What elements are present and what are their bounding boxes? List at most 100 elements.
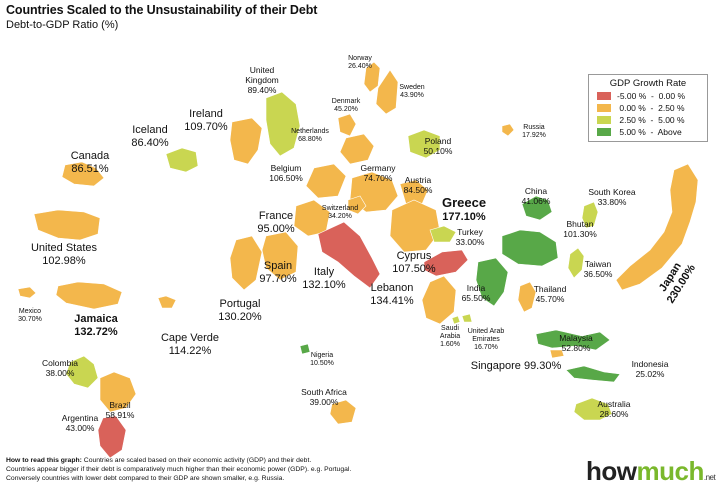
note-line: Countries appear bigger if their debt is… <box>6 465 352 473</box>
country-debt-ratio: 30.70% <box>18 316 42 324</box>
country-debt-ratio: 74.70% <box>363 172 393 183</box>
country-debt-ratio: 43.90% <box>400 92 424 100</box>
country-shape-thailand[interactable] <box>517 281 537 313</box>
country-name: Canada <box>70 150 110 162</box>
country-label-poland: Poland 50.10% <box>423 136 453 157</box>
country-shape-bhutan[interactable] <box>501 229 559 267</box>
country-debt-ratio: 109.70% <box>184 120 228 133</box>
country-debt-ratio: 26.40% <box>348 63 372 71</box>
country-shape-brazil[interactable] <box>99 371 137 413</box>
country-shape-india[interactable] <box>475 257 509 307</box>
country-name: South Korea <box>588 187 636 197</box>
country-shape-singapore[interactable] <box>549 349 565 359</box>
country-debt-ratio: 52.80% <box>561 342 591 353</box>
country-label-mexico: Mexico 30.70% <box>18 308 42 324</box>
country-shape-south-africa[interactable] <box>329 399 357 425</box>
country-shape-lebanon[interactable] <box>421 275 457 325</box>
country-label-turkey: Turkey 33.00% <box>456 227 485 248</box>
legend-swatch <box>597 92 611 100</box>
country-shape-ireland[interactable] <box>229 117 263 165</box>
country-name: Brazil <box>109 400 131 410</box>
country-debt-ratio: 134.41% <box>370 294 414 307</box>
country-shape-norway[interactable] <box>363 61 381 93</box>
country-shape-italy[interactable] <box>317 221 381 289</box>
country-name: Mexico <box>18 308 42 315</box>
country-name: Colombia <box>42 358 78 368</box>
country-shape-malaysia[interactable] <box>535 329 611 351</box>
country-shape-portugal[interactable] <box>229 235 263 291</box>
country-debt-ratio: 97.70% <box>259 272 297 285</box>
country-shape-poland[interactable] <box>407 129 441 159</box>
country-name: Iceland <box>132 124 168 136</box>
country-shape-netherlands[interactable] <box>339 133 375 165</box>
legend-item: 2.50 % - 5.00 % <box>597 115 707 125</box>
country-label-united-states: United States 102.98% <box>31 242 97 267</box>
country-shape-austria[interactable] <box>399 179 429 205</box>
country-shape-saudi-arabia[interactable] <box>451 315 461 325</box>
howmuch-logo[interactable]: howmuch.net <box>586 456 716 487</box>
country-shape-australia[interactable] <box>573 397 613 421</box>
country-name: Argentina <box>61 413 99 423</box>
country-shape-china[interactable] <box>521 195 553 221</box>
country-name: Denmark <box>331 98 361 105</box>
country-debt-ratio: 50.10% <box>423 145 453 156</box>
country-debt-ratio: 114.22% <box>168 344 212 357</box>
country-shape-colombia[interactable] <box>65 355 99 389</box>
legend-label: -5.00 % - 0.00 % <box>617 91 686 101</box>
country-debt-ratio: 28.60% <box>599 408 629 419</box>
country-label-switzerland: Switzerland 34.20% <box>322 205 358 221</box>
country-shape-spain[interactable] <box>261 231 299 281</box>
legend-item: -5.00 % - 0.00 % <box>597 91 707 101</box>
country-name: Cape Verde <box>160 332 220 344</box>
country-shape-indonesia[interactable] <box>565 365 621 383</box>
country-shape-iceland[interactable] <box>165 147 199 173</box>
country-shape-united-kingdom[interactable] <box>265 91 301 157</box>
country-shape-south-korea[interactable] <box>581 201 599 229</box>
country-debt-ratio: 17.92% <box>522 132 546 140</box>
country-name: United Arab Emirates <box>467 328 505 344</box>
country-shape-nigeria[interactable] <box>299 343 311 355</box>
country-shape-greece[interactable] <box>389 199 441 253</box>
note-line: Countries are scaled based on their econ… <box>81 457 312 464</box>
country-shape-argentina[interactable] <box>97 415 127 459</box>
legend-label: 0.00 % - 2.50 % <box>617 103 685 113</box>
country-debt-ratio: 58.91% <box>105 409 135 420</box>
country-shape-switzerland[interactable] <box>347 195 367 215</box>
country-name: China <box>524 186 548 196</box>
country-shape-japan[interactable] <box>615 163 699 291</box>
country-shape-taiwan[interactable] <box>567 247 585 279</box>
country-label-germany: Germany 74.70% <box>361 163 396 184</box>
country-name: Portugal <box>219 298 261 310</box>
country-shape-turkey[interactable] <box>429 225 457 243</box>
country-name: Switzerland <box>321 205 359 212</box>
country-name: Norway <box>348 55 372 62</box>
country-shape-united-states[interactable] <box>33 209 101 241</box>
country-shape-denmark[interactable] <box>337 113 357 137</box>
country-shape-belgium[interactable] <box>305 163 347 199</box>
country-shape-canada[interactable] <box>61 161 105 187</box>
country-label-thailand: Thailand 45.70% <box>534 284 567 305</box>
country-name: Belgium <box>270 163 302 173</box>
country-name: Turkey <box>457 227 483 237</box>
how-to-read-note: How to read this graph: Countries are sc… <box>6 457 446 483</box>
country-label-jamaica: Jamaica 132.72% <box>74 313 117 338</box>
country-shape-jamaica[interactable] <box>55 281 123 310</box>
country-shape-cyprus[interactable] <box>423 249 469 277</box>
country-shape-mexico[interactable] <box>17 286 37 299</box>
country-name: Cyprus <box>396 250 432 262</box>
country-name: Russia <box>523 124 545 131</box>
country-debt-ratio: 36.50% <box>583 268 613 279</box>
country-label-malaysia: Malaysia 52.80% <box>559 333 593 354</box>
country-shape-russia[interactable] <box>501 123 515 137</box>
country-name: Saudi Arabia <box>439 325 461 341</box>
country-debt-ratio: 99.30% <box>520 360 562 372</box>
country-debt-ratio: 43.00% <box>65 422 95 433</box>
country-debt-ratio: 84.50% <box>403 184 433 195</box>
country-shape-sweden[interactable] <box>375 69 399 115</box>
country-name: Lebanon <box>370 282 414 294</box>
country-name: Malaysia <box>559 333 593 343</box>
country-shape-united-arab-emirates[interactable] <box>461 313 473 323</box>
country-label-russia: Russia 17.92% <box>522 124 546 140</box>
country-shape-cape-verde[interactable] <box>157 295 177 309</box>
country-debt-ratio: 106.50% <box>269 172 303 183</box>
